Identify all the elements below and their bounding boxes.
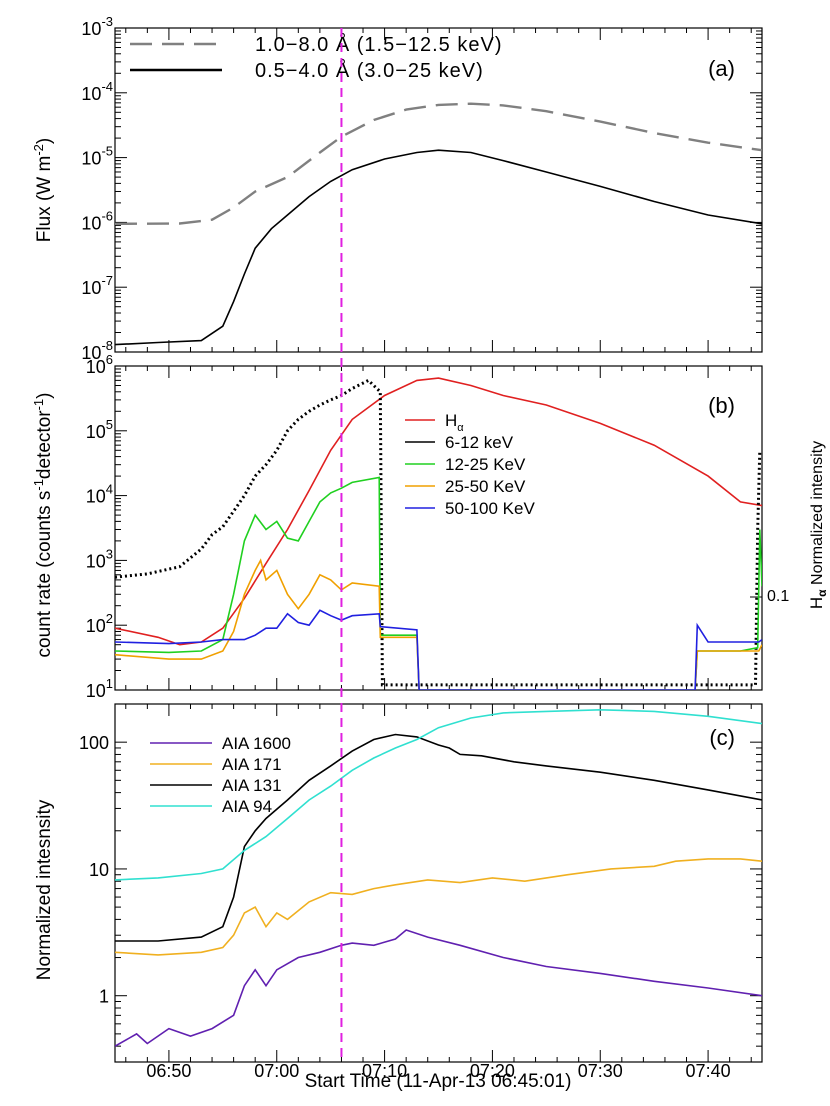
panel-0-frame: [114, 27, 763, 353]
panel-a-letter: (a): [708, 56, 735, 81]
panel-b-right-axis-label: Hα Normalized intensity: [807, 441, 829, 609]
series-line-0-5-4-0-3-0-25-kev-: [115, 149, 762, 346]
panel-b-y-label: count rate (counts s-1detector-1): [31, 393, 55, 658]
y-tick-label: 10-8: [81, 338, 113, 363]
series-line-12-25-kev: [115, 476, 762, 690]
legend-label: AIA 1600: [222, 734, 291, 753]
y-tick-label: 105: [86, 417, 113, 442]
legend-label: 25-50 KeV: [445, 477, 526, 496]
series-line-aia-131: [115, 733, 762, 942]
panel-a-flux-plot: (a) Flux (W m-2) 10-8 10-7 10-6 10-5 10-4 10-…: [31, 14, 763, 363]
y-tick-label: 1: [99, 987, 109, 1007]
series-line-aia-171: [115, 858, 762, 956]
panel-2-frame: [114, 703, 763, 1063]
y-tick-label: 10-7: [81, 273, 113, 298]
series-line-h: [115, 377, 762, 646]
panel-c-y-label: Normalized intesnsity: [34, 799, 55, 980]
legend-label: 0.5−4.0 Å (3.0−25 keV): [255, 59, 484, 82]
y-tick-label: 103: [86, 546, 113, 571]
legend-label: AIA 131: [222, 776, 282, 795]
series-line-25-50-kev: [115, 558, 762, 690]
legend-label: 6-12 keV: [445, 433, 514, 452]
y-tick-label: 10-3: [81, 14, 113, 39]
y-tick-label: 100: [79, 733, 109, 753]
panel-b-letter: (b): [708, 393, 735, 418]
y-tick-label: 102: [86, 611, 113, 636]
y-tick-label: 101: [86, 676, 113, 701]
panel-c-letter: (c): [709, 725, 735, 750]
panel-b-right-tick-label: 0.1: [767, 588, 789, 605]
x-tick-label: 07:40: [686, 1061, 731, 1081]
legend-label: 12-25 KeV: [445, 455, 526, 474]
x-tick-label: 07:00: [254, 1061, 299, 1081]
y-tick-label: 10-4: [81, 79, 113, 104]
y-tick-label: 10-5: [81, 144, 113, 169]
x-tick-label: 07:30: [578, 1061, 623, 1081]
panel-b-count-rate-plot: (b) count rate (counts s-1detector-1) Hα…: [31, 352, 829, 701]
panel-c-aia-plot: (c) Normalized intesnsity 1 10 100 AIA 1600…: [34, 703, 763, 1063]
series-line-6-12-kev: [115, 378, 762, 687]
y-tick-label: 10: [89, 860, 109, 880]
x-tick-label: 07:10: [362, 1061, 407, 1081]
series-line-50-100-kev: [115, 609, 762, 690]
y-tick-label: 106: [86, 352, 113, 377]
legend-label: Hα: [445, 411, 464, 434]
legend-label: 50-100 KeV: [445, 499, 535, 518]
x-tick-label: 06:50: [146, 1061, 191, 1081]
legend-label: 1.0−8.0 Å (1.5−12.5 keV): [255, 33, 503, 56]
series-line-aia-1600: [115, 929, 762, 1047]
panel-a-y-label: Flux (W m-2): [31, 138, 55, 242]
legend-label: AIA 94: [222, 797, 272, 816]
x-tick-label: 07:20: [470, 1061, 515, 1081]
y-tick-label: 104: [86, 482, 113, 507]
series-line-1-0-8-0-1-5-12-5-kev-: [115, 102, 762, 225]
y-tick-label: 10-6: [81, 208, 113, 233]
legend-label: AIA 171: [222, 755, 282, 774]
x-axis-label: Start Time (11-Apr-13 06:45:01): [305, 1071, 572, 1092]
series-line-aia-94: [115, 708, 762, 881]
